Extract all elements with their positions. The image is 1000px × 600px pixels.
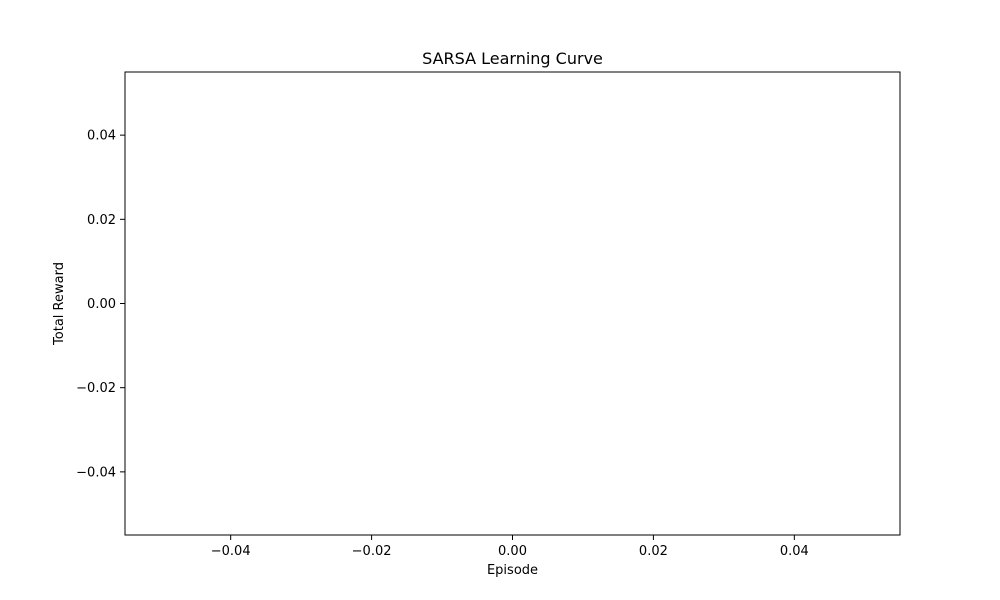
plot-frame — [124, 71, 901, 536]
x-tick-label: −0.04 — [211, 544, 251, 559]
y-axis-ticks: 0.04 0.02 0.00 −0.02 −0.04 — [76, 129, 125, 480]
y-tick-label: 0.02 — [87, 213, 116, 228]
y-tick-label: −0.04 — [76, 465, 116, 480]
x-axis-title: Episode — [487, 563, 538, 578]
x-axis-ticks: −0.04 −0.02 0.00 0.02 0.04 — [211, 535, 809, 559]
x-tick-label: 0.04 — [780, 544, 809, 559]
x-tick-label: 0.02 — [639, 544, 668, 559]
x-tick-label: −0.02 — [352, 544, 392, 559]
y-axis-title: Total Reward — [52, 262, 67, 346]
y-tick-label: −0.02 — [76, 381, 116, 396]
chart-title: SARSA Learning Curve — [422, 49, 603, 68]
y-tick-label: 0.00 — [87, 297, 116, 312]
x-tick-label: 0.00 — [498, 544, 527, 559]
y-tick-label: 0.04 — [87, 129, 116, 144]
